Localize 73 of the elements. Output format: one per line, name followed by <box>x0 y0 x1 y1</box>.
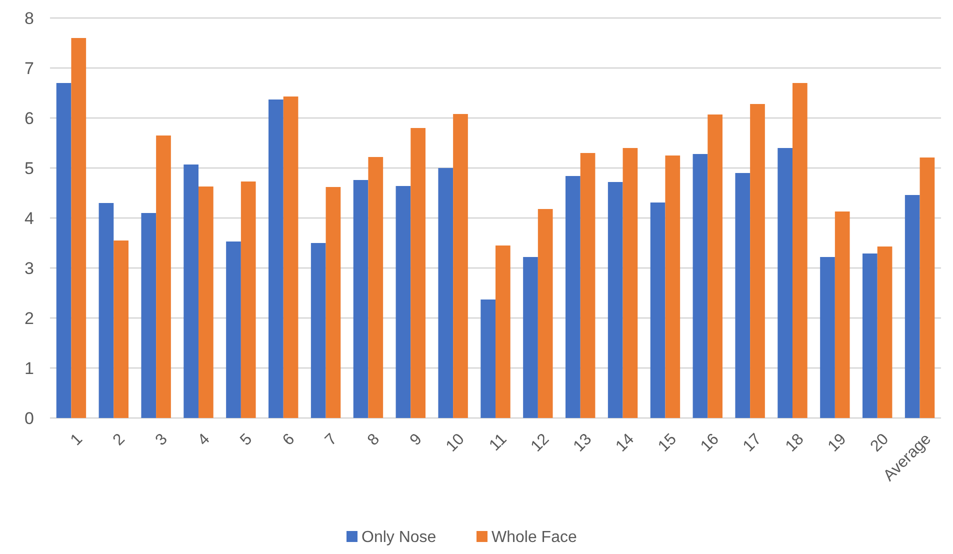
x-tick-label: 18 <box>782 430 808 456</box>
bar <box>650 202 666 418</box>
x-tick-label: 9 <box>407 430 426 450</box>
x-tick-label: 3 <box>152 430 171 450</box>
bar <box>353 180 368 418</box>
bar <box>156 136 171 418</box>
bar <box>920 158 935 418</box>
y-tick-label: 7 <box>24 58 34 78</box>
bar <box>56 83 72 418</box>
x-tick-label: 8 <box>364 430 384 450</box>
y-tick-label: 2 <box>24 308 34 328</box>
bar <box>750 104 765 418</box>
bar <box>792 83 808 418</box>
bar <box>396 186 411 418</box>
x-tick-label: 13 <box>570 430 596 456</box>
bar <box>368 157 384 418</box>
y-tick-label: 5 <box>24 158 34 178</box>
x-tick-label: 14 <box>612 430 638 456</box>
bar <box>226 242 241 418</box>
bar <box>608 182 623 418</box>
x-tick-label: 6 <box>280 430 298 450</box>
x-tick-label: 20 <box>868 430 892 456</box>
y-tick-label: 0 <box>24 408 34 428</box>
bar <box>198 186 214 418</box>
legend-label: Whole Face <box>492 529 577 546</box>
bar <box>862 254 878 418</box>
bar <box>438 168 454 418</box>
x-tick-label: 4 <box>194 430 214 450</box>
bar <box>778 148 792 418</box>
bar <box>453 114 468 418</box>
y-tick-label: 1 <box>24 358 34 378</box>
y-tick-label: 4 <box>24 208 34 228</box>
bar <box>708 114 722 418</box>
bar <box>114 240 128 418</box>
bar <box>877 246 892 418</box>
bar <box>240 182 256 418</box>
bar <box>566 176 580 418</box>
bar <box>480 300 496 418</box>
bar <box>665 156 680 418</box>
bar <box>820 257 835 418</box>
bar <box>622 148 638 418</box>
bar <box>496 246 510 418</box>
bar <box>184 164 198 418</box>
bar <box>326 187 341 418</box>
x-tick-label: 5 <box>237 430 256 450</box>
bar <box>523 257 538 418</box>
x-tick-label: 10 <box>443 430 468 456</box>
bar <box>310 243 326 418</box>
x-tick-label: 1 <box>68 430 86 450</box>
x-tick-label: 11 <box>486 430 510 454</box>
x-tick-label: 16 <box>698 430 722 456</box>
bar <box>538 209 553 418</box>
bar <box>834 212 850 418</box>
bar <box>735 173 750 418</box>
y-tick-label: 6 <box>24 108 34 128</box>
bar <box>98 203 114 418</box>
x-tick-label: 15 <box>655 430 680 456</box>
x-tick-label: 19 <box>825 430 850 456</box>
legend-label: Only Nose <box>362 529 436 546</box>
bar <box>410 128 426 418</box>
bar <box>580 153 596 418</box>
bar <box>71 38 86 418</box>
bar <box>283 96 298 418</box>
bar <box>904 195 920 418</box>
y-tick-label: 3 <box>24 258 34 278</box>
y-tick-label: 8 <box>24 8 34 28</box>
x-tick-label: 17 <box>740 430 765 456</box>
bar <box>141 213 156 418</box>
x-tick-label: 2 <box>110 430 128 450</box>
bar <box>268 100 284 418</box>
bar <box>692 154 708 418</box>
x-tick-label: 12 <box>528 430 553 456</box>
x-tick-label: 7 <box>322 430 341 450</box>
